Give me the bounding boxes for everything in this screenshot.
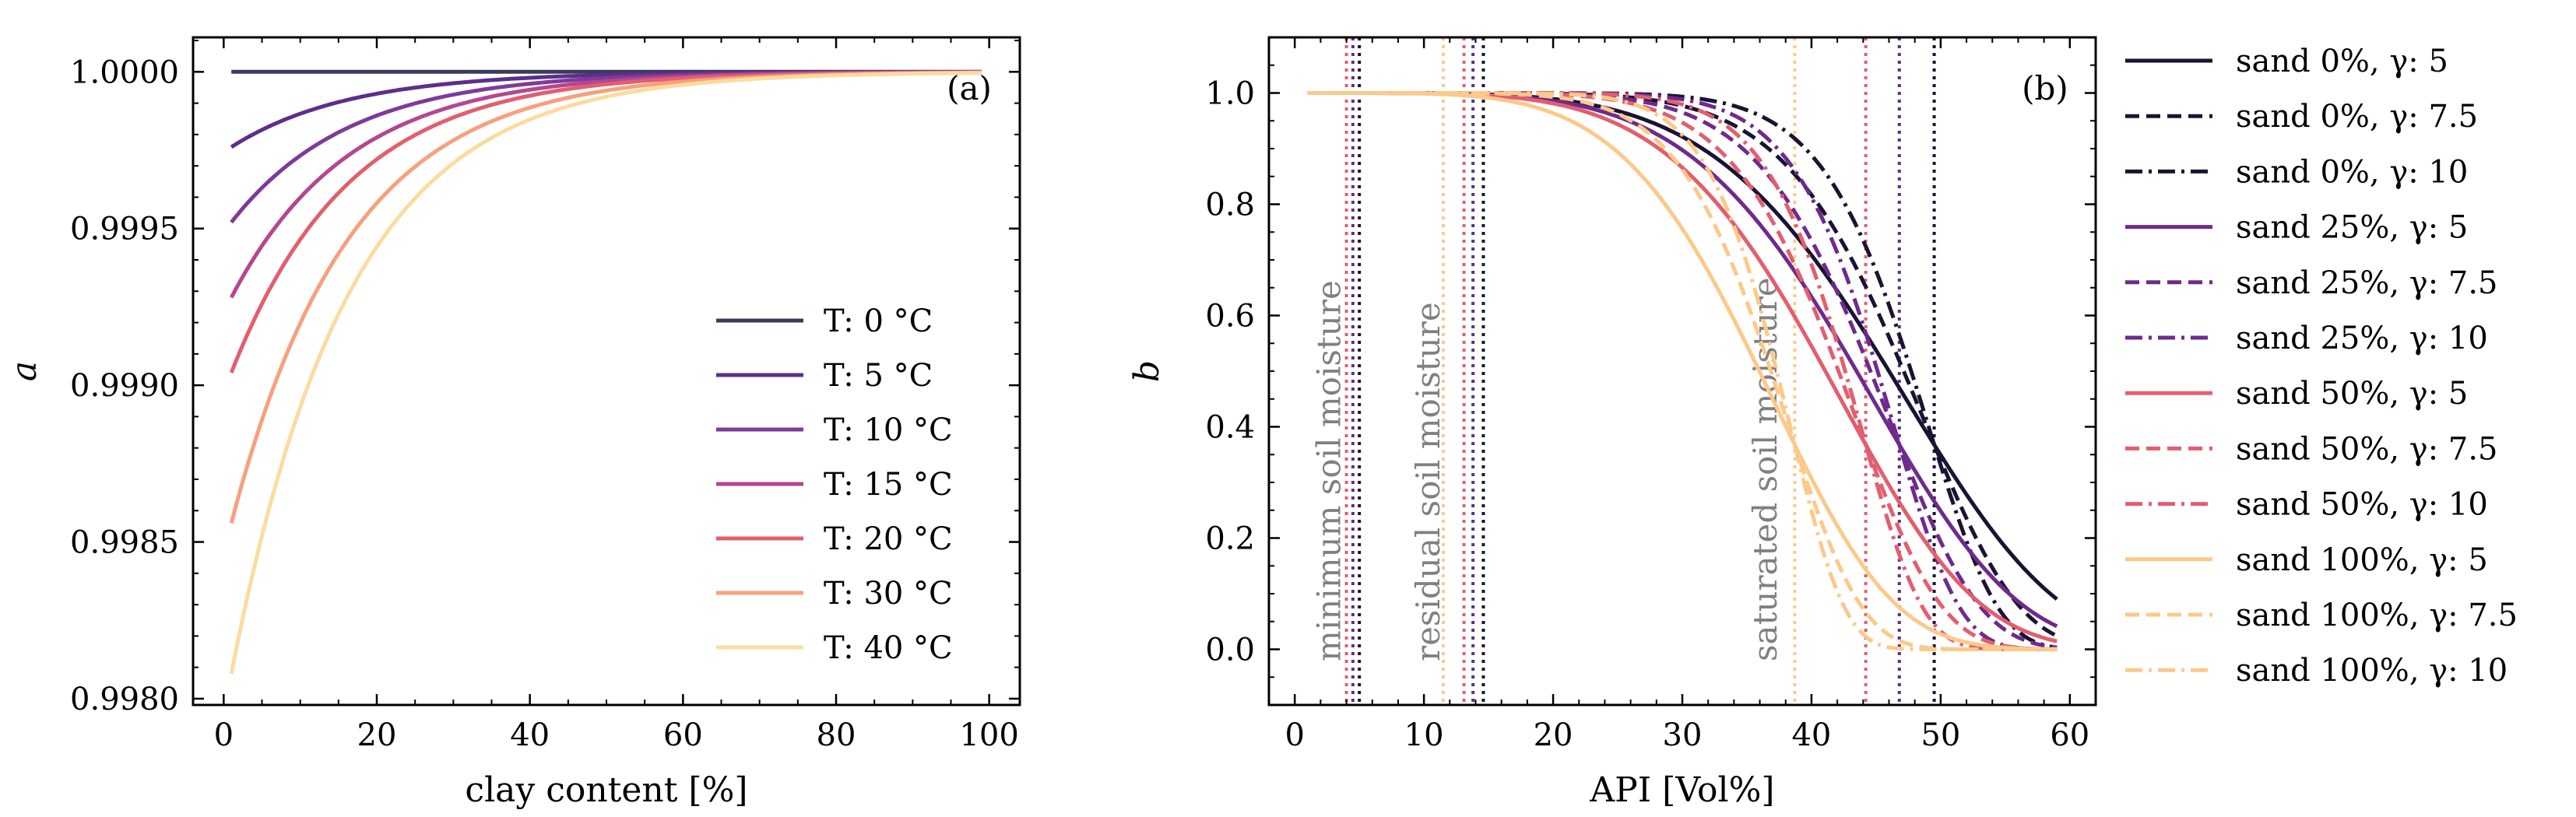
- panel-b-y-tick-label: 0.6: [1205, 299, 1255, 335]
- panel-b-series-line-7: [1307, 91, 2058, 651]
- panel-b-legend: sand 0%, γ: 5 sand 0%, γ: 7.5 sand 0%, γ: …: [2125, 44, 2518, 689]
- panel-a-series-line-5: [229, 70, 982, 524]
- panel-b-y-tick-label: 0.8: [1205, 188, 1255, 223]
- panel-b-x-axis-label: API [Vol%]: [1589, 770, 1774, 810]
- panel-b-series-line-4: [1307, 91, 2058, 650]
- panel-a-legend-label: T: 20 °C: [824, 521, 953, 557]
- panel-b-legend-label: sand 0%, γ: 10: [2236, 154, 2468, 190]
- panel-b-series-line-8: [1307, 91, 2058, 651]
- panel-a-y-tick-label: 0.9990: [70, 368, 179, 404]
- panel-b-legend-label: sand 100%, γ: 7.5: [2236, 598, 2518, 633]
- panel-b-legend-label: sand 25%, γ: 5: [2236, 210, 2468, 246]
- panel-a-legend-label: T: 5 °C: [824, 358, 933, 394]
- panel-b-x-tick-label: 50: [1921, 717, 1960, 753]
- panel-b: minimum soil moisture residual soil moist…: [1127, 36, 2518, 810]
- panel-a-legend-label: T: 30 °C: [824, 576, 953, 612]
- panel-a-y-tick-label: 0.9985: [70, 525, 179, 561]
- panel-a-x-axis-label: clay content [%]: [465, 770, 747, 810]
- panel-a-x-tick-label: 80: [817, 717, 856, 753]
- panel-b-x-tick-label: 20: [1534, 717, 1573, 753]
- panel-a-series-line-6: [229, 71, 982, 675]
- panel-a-x-tick-label: 40: [510, 717, 550, 753]
- panel-a-y-tick-label: 0.9995: [70, 212, 179, 247]
- panel-a-x-tick-label: 20: [357, 717, 397, 753]
- panel-b-y-tick-label: 0.2: [1205, 521, 1255, 557]
- panel-b-series-group: [1307, 91, 2058, 651]
- panel-b-vertical-lines: [1344, 37, 1936, 705]
- panel-a-series-group: [229, 69, 982, 675]
- panel-b-legend-label: sand 0%, γ: 7.5: [2236, 99, 2478, 135]
- panel-a-series-line-3: [229, 70, 982, 299]
- panel-b-tag: (b): [2022, 69, 2068, 107]
- panel-b-legend-label: sand 50%, γ: 10: [2236, 487, 2488, 523]
- panel-b-series-line-5: [1307, 91, 2058, 651]
- panel-a-ticks: 0 20 40 60 80 100 0.9980 0.9985 0.9990 0.9995 1.00…: [70, 37, 1020, 753]
- panel-b-y-axis-label: b: [1127, 360, 1167, 382]
- panel-b-legend-label: sand 50%, γ: 7.5: [2236, 431, 2498, 467]
- panel-a: 0 20 40 60 80 100 0.9980 0.9985 0.9990 0.9995 1.00…: [5, 36, 1021, 810]
- panel-a-legend: T: 0 °C T: 5 °C T: 10 °C T: 15 °C T: 20 °C T:…: [716, 303, 953, 666]
- panel-b-legend-label: sand 25%, γ: 7.5: [2236, 265, 2498, 301]
- panel-b-legend-label: sand 25%, γ: 10: [2236, 321, 2488, 356]
- panel-a-legend-label: T: 40 °C: [824, 630, 953, 666]
- panel-a-x-tick-label: 100: [959, 717, 1018, 753]
- panel-a-x-tick-label: 60: [663, 717, 703, 753]
- panel-b-y-tick-label: 0.4: [1205, 410, 1255, 446]
- panel-b-legend-label: sand 50%, γ: 5: [2236, 376, 2468, 412]
- panel-b-series-line-2: [1307, 91, 2058, 650]
- panel-b-annotations: minimum soil moisture residual soil moist…: [1309, 277, 1784, 661]
- panel-b-legend-label: sand 100%, γ: 10: [2236, 653, 2507, 689]
- panel-b-y-tick-label: 0.0: [1205, 633, 1255, 668]
- panel-b-annotation: residual soil moisture: [1409, 302, 1447, 661]
- panel-b-x-tick-label: 40: [1791, 717, 1831, 753]
- panel-a-tag: (a): [947, 69, 992, 107]
- panel-a-legend-label: T: 0 °C: [824, 303, 933, 339]
- panel-b-series-line-11: [1307, 91, 2058, 651]
- panel-b-legend-label: sand 0%, γ: 5: [2236, 44, 2448, 79]
- panel-b-annotation: minimum soil moisture: [1309, 280, 1348, 661]
- panel-b-x-tick-label: 60: [2050, 717, 2089, 753]
- panel-a-y-axis-label: a: [5, 361, 44, 381]
- panel-b-y-tick-label: 1.0: [1205, 76, 1255, 112]
- panel-a-legend-label: T: 10 °C: [824, 412, 953, 448]
- panel-a-x-tick-label: 0: [214, 717, 234, 753]
- panel-a-y-tick-label: 0.9980: [70, 682, 179, 717]
- panel-b-annotation: saturated soil moisture: [1746, 277, 1784, 661]
- panel-b-ticks: 0 10 20 30 40 50 60 0.0 0.2 0.4 0.6 0.8 1.0: [1205, 37, 2096, 753]
- panel-b-legend-label: sand 100%, γ: 5: [2236, 542, 2488, 578]
- panel-a-series-line-2: [230, 70, 982, 224]
- panel-b-series-line-9: [1307, 91, 2058, 651]
- panel-b-x-tick-label: 30: [1663, 717, 1703, 753]
- panel-b-x-tick-label: 0: [1284, 717, 1304, 753]
- panel-a-legend-label: T: 15 °C: [824, 467, 953, 503]
- panel-a-y-tick-label: 1.0000: [70, 54, 179, 90]
- panel-b-x-tick-label: 10: [1404, 717, 1444, 753]
